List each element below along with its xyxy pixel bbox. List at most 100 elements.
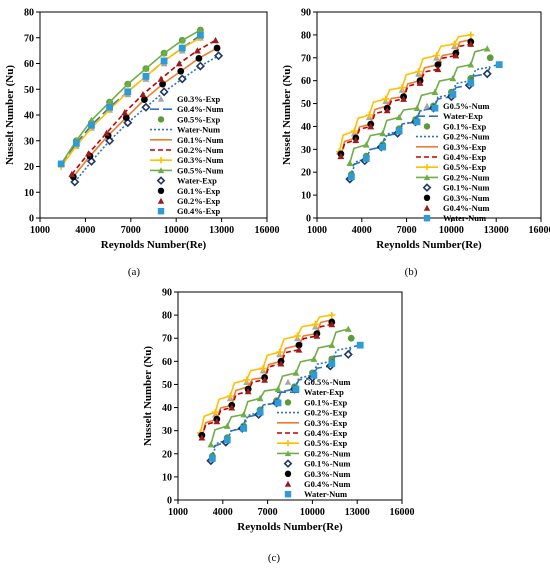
data-point [365,111,373,119]
data-point [57,160,65,168]
series-water-exp [70,51,224,187]
data-point [88,116,95,124]
legend-label: G0.2%-Num [443,172,490,182]
legend-entry: G0.1%-Exp [157,186,220,196]
x-tick-label: 4000 [75,225,95,236]
data-point [483,45,491,52]
y-tick-label: 90 [162,288,172,299]
legend-entry: G0.4%-Num [284,479,351,489]
data-point [193,47,201,54]
data-point [86,156,96,166]
y-tick-label: 80 [24,8,34,19]
legend-entry: G0.3%-Exp [157,94,220,104]
data-point [212,36,219,44]
data-point [416,79,424,86]
caption-a: (a) [128,266,141,278]
legend-marker [423,194,431,201]
legend-entry: G0.4%-Exp [277,428,347,438]
data-point [346,159,354,166]
caption-b: (b) [405,266,418,278]
data-point [486,54,494,62]
data-point [467,79,475,87]
data-point [178,44,186,52]
legend-label: G0.2%-Exp [304,408,347,418]
legend-marker [157,167,165,174]
legend-marker [157,208,165,215]
data-point [72,139,80,147]
legend-marker [156,176,166,185]
data-point [310,355,318,362]
data-point [240,411,248,418]
y-tick-label: 70 [301,53,311,64]
legend-marker [284,450,292,457]
x-tick-label: 16000 [390,507,415,518]
legend-label: G0.4%-Num [304,479,351,489]
y-tick-label: 80 [162,311,172,322]
data-point [198,434,206,441]
legend-entry: G0.4%-Num [423,203,490,213]
data-point [243,376,251,384]
data-point [362,155,370,162]
y-axis-label: Nusselt Number (Nu) [142,346,154,446]
data-point [379,143,387,151]
y-tick-label: 40 [24,111,34,122]
data-point [124,88,132,96]
legend-entry: G0.2%-Num [277,448,351,458]
data-point [70,177,80,187]
data-point [379,129,387,137]
data-point [277,360,285,367]
x-tick-label: 10000 [300,507,325,518]
chart-panel-b: 1000 4000 7000 10000 13000 16000 0 10 20 30 40 50 60… [281,8,550,252]
legend-entry: G0.4%-Num [150,104,224,114]
data-point [121,109,129,116]
legend-label: G0.1%-Num [304,459,351,469]
data-point [228,404,236,411]
legend-label: Water-Exp [177,176,217,186]
data-point [197,31,204,39]
y-tick-label: 10 [162,472,172,483]
series-water-num [74,55,219,183]
data-point [344,325,352,332]
legend-entry: G0.2%-Exp [277,408,347,418]
plot-frame [177,291,403,501]
data-point [431,88,439,96]
x-tick-label: 4000 [352,225,372,236]
legend-entry: G0.1%-Num [150,135,224,145]
data-point [244,387,252,395]
legend-marker [423,164,431,171]
legend-label: G0.1%-Num [443,183,490,193]
legend-entry: G0.3%-Exp [416,142,486,152]
y-tick-label: 20 [301,168,311,179]
data-point [159,80,166,88]
legend-entry: G0.1%-Num [422,183,490,193]
series-g0-2-num [207,325,352,448]
data-point [68,170,76,178]
legend-marker [423,174,431,181]
legend-entry: G0.1%-Exp [284,397,347,407]
legend-label: G0.5%-Num [177,165,224,175]
legend-marker [284,480,292,487]
legend-marker [284,440,292,447]
legend-entry: Water-Num [423,213,486,223]
data-point [223,422,231,429]
legend-entry: G0.5%-Exp [157,114,220,124]
legend-marker [157,95,165,102]
data-point [160,57,168,65]
y-tick-label: 40 [162,403,172,414]
legend-entry: G0.5%-Exp [416,162,486,172]
legend-entry: G0.4%-Exp [416,152,486,162]
data-point [177,74,187,84]
y-tick-label: 0 [167,496,172,507]
data-point [395,113,403,121]
data-point [240,424,248,432]
legend-label: Water-Exp [304,387,344,397]
data-point [123,118,133,128]
data-point [450,40,458,48]
legend-label: G0.5%-Num [304,377,351,387]
data-point [106,103,114,111]
data-point [482,69,492,79]
legend-entry: Water-Exp [277,387,344,397]
series-g0-2-num [346,45,491,166]
data-point [452,52,460,59]
data-point [495,61,503,69]
